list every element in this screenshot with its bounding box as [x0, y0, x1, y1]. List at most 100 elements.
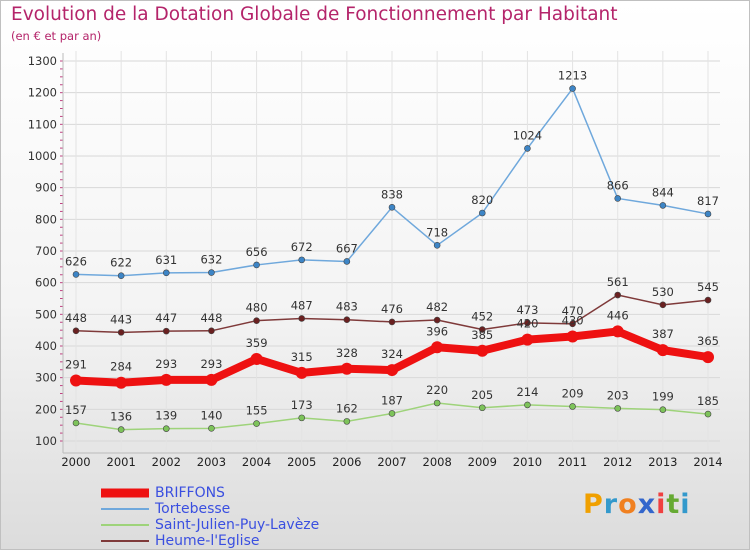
data-point — [478, 404, 486, 412]
x-tick-label: 2006 — [332, 455, 361, 469]
data-label: 199 — [652, 390, 674, 404]
data-label: 844 — [652, 185, 674, 199]
data-point — [566, 330, 579, 343]
data-point — [611, 325, 624, 338]
y-tick-label: 1100 — [28, 117, 57, 131]
data-point — [704, 410, 712, 418]
data-label: 667 — [336, 241, 358, 255]
data-point — [431, 341, 444, 354]
data-point — [524, 319, 531, 327]
data-point — [162, 425, 170, 432]
data-point — [343, 418, 351, 425]
x-tick-label: 2012 — [603, 455, 632, 469]
data-point — [433, 242, 441, 249]
data-point — [162, 269, 170, 277]
data-point — [659, 301, 667, 309]
y-tick-label: 500 — [35, 307, 57, 321]
data-point — [569, 320, 576, 328]
data-label: 162 — [336, 401, 358, 415]
data-label: 473 — [516, 303, 538, 317]
data-point — [478, 326, 486, 333]
data-point — [253, 420, 260, 427]
data-point — [117, 329, 125, 336]
data-point — [343, 316, 351, 324]
data-label: 139 — [155, 409, 177, 423]
data-point — [343, 258, 351, 265]
data-point — [298, 414, 306, 422]
data-point — [250, 352, 263, 365]
data-label: 530 — [652, 285, 674, 299]
data-point — [388, 204, 396, 211]
data-label: 214 — [516, 385, 538, 399]
data-label: 476 — [381, 302, 403, 316]
x-tick-label: 2009 — [468, 455, 497, 469]
data-point — [656, 344, 669, 357]
data-point — [253, 261, 260, 269]
data-label: 387 — [652, 327, 674, 341]
y-tick-label: 600 — [35, 276, 57, 290]
data-point — [298, 256, 306, 264]
y-tick-label: 200 — [35, 402, 57, 416]
data-label: 209 — [562, 386, 584, 400]
data-label: 561 — [607, 275, 629, 289]
data-label: 328 — [336, 346, 358, 360]
data-label: 482 — [426, 300, 448, 314]
data-label: 443 — [110, 312, 132, 326]
data-point — [569, 85, 576, 92]
legend-label: Heume-l'Eglise — [155, 533, 260, 549]
data-label: 173 — [291, 398, 313, 412]
data-point — [117, 426, 125, 433]
logo-letter: i — [680, 489, 691, 520]
data-point — [160, 373, 173, 386]
x-tick-label: 2013 — [648, 455, 677, 469]
data-label: 656 — [246, 245, 268, 259]
data-label: 632 — [200, 253, 222, 267]
logo-letter: t — [666, 489, 681, 520]
data-label: 1213 — [558, 69, 587, 83]
data-point — [388, 410, 396, 417]
y-tick-label: 900 — [35, 181, 57, 195]
data-point — [478, 209, 486, 217]
data-point — [614, 195, 622, 202]
data-point — [476, 344, 489, 357]
legend-swatch — [101, 488, 149, 498]
data-point — [115, 376, 128, 389]
legend-swatch — [101, 540, 149, 542]
data-point — [388, 318, 396, 326]
data-point — [524, 145, 531, 152]
legend-swatch — [101, 524, 149, 526]
y-tick-label: 1200 — [28, 86, 57, 100]
logo-letter: P — [583, 489, 604, 520]
data-label: 293 — [200, 357, 222, 371]
data-label: 838 — [381, 187, 403, 201]
x-tick-label: 2000 — [61, 455, 90, 469]
data-label: 220 — [426, 383, 448, 397]
data-point — [433, 399, 441, 407]
logo-letter: o — [618, 489, 638, 520]
data-label: 359 — [246, 336, 268, 350]
y-tick-label: 400 — [35, 339, 57, 353]
logo-letter: x — [637, 489, 657, 520]
data-label: 203 — [607, 388, 629, 402]
x-tick-label: 2007 — [377, 455, 406, 469]
data-label: 672 — [291, 240, 313, 254]
data-point — [70, 374, 82, 387]
data-label: 545 — [697, 280, 719, 294]
data-label: 470 — [562, 304, 584, 318]
y-tick-label: 1000 — [28, 149, 57, 163]
data-label: 446 — [607, 308, 629, 322]
data-point — [704, 296, 712, 304]
data-label: 187 — [381, 393, 403, 407]
data-point — [614, 291, 622, 299]
legend-label: Saint-Julien-Puy-Lavèze — [155, 517, 320, 533]
x-tick-label: 2008 — [423, 455, 452, 469]
chart-title: Evolution de la Dotation Globale de Fonc… — [11, 4, 618, 25]
chart-subtitle: (en € et par an) — [11, 29, 102, 43]
data-point — [208, 425, 215, 432]
data-label: 866 — [607, 178, 629, 192]
data-label: 157 — [65, 403, 87, 417]
data-label: 626 — [65, 254, 87, 268]
data-point — [569, 403, 576, 410]
x-tick-label: 2005 — [287, 455, 316, 469]
